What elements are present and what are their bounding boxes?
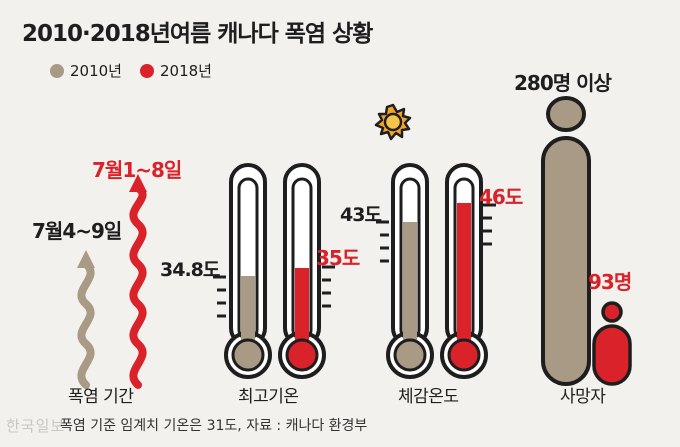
heat-wave-icon-2010 xyxy=(77,250,95,389)
thermometer-icon-max-2018 xyxy=(278,163,326,379)
legend-label-2010: 2010년 xyxy=(70,62,122,80)
thermometer-scale-feels xyxy=(376,203,496,263)
footer-source: 폭염 기준 임계치 기온은 31도, 자료 : 캐나다 환경부 xyxy=(60,418,368,434)
max-temp-2010-value: 34.8도 xyxy=(160,259,220,281)
deaths-2018-value: 93명 xyxy=(588,270,632,294)
feels-2010-value: 43도 xyxy=(340,204,382,226)
sun-icon xyxy=(374,103,412,141)
thermometer-icon-feels-2010 xyxy=(386,163,434,379)
thermometer-scale-max xyxy=(213,265,335,318)
max-temp-2018-value: 35도 xyxy=(316,246,360,270)
legend-label-2018: 2018년 xyxy=(159,62,212,80)
feels-2018-value: 46도 xyxy=(479,185,523,209)
max-temp-label: 최고기온 xyxy=(238,387,299,407)
deaths-2010-value: 280명 이상 xyxy=(514,71,612,95)
legend-dot-2018 xyxy=(139,63,154,78)
heat-wave-icon-2018 xyxy=(129,174,147,389)
page-title: 2010·2018년여름 캐나다 폭염 상황 xyxy=(22,21,373,47)
watermark: 한국일보 xyxy=(6,417,66,435)
person-icon-2010 xyxy=(541,96,591,386)
heatwave-label: 폭염 기간 xyxy=(68,387,134,407)
thermometer-icon-feels-2018 xyxy=(440,163,488,379)
legend-dot-2010 xyxy=(50,63,64,78)
legend: 2010년 2018년 xyxy=(50,60,212,81)
deaths-label: 사망자 xyxy=(560,387,606,407)
heatwave-2010-value: 7월4~9일 xyxy=(32,219,122,243)
feels-label: 체감온도 xyxy=(398,387,459,407)
thermometer-icon-max-2010 xyxy=(224,163,272,379)
heatwave-2018-value: 7월1~8일 xyxy=(92,158,182,182)
person-icon-2018 xyxy=(592,301,632,386)
